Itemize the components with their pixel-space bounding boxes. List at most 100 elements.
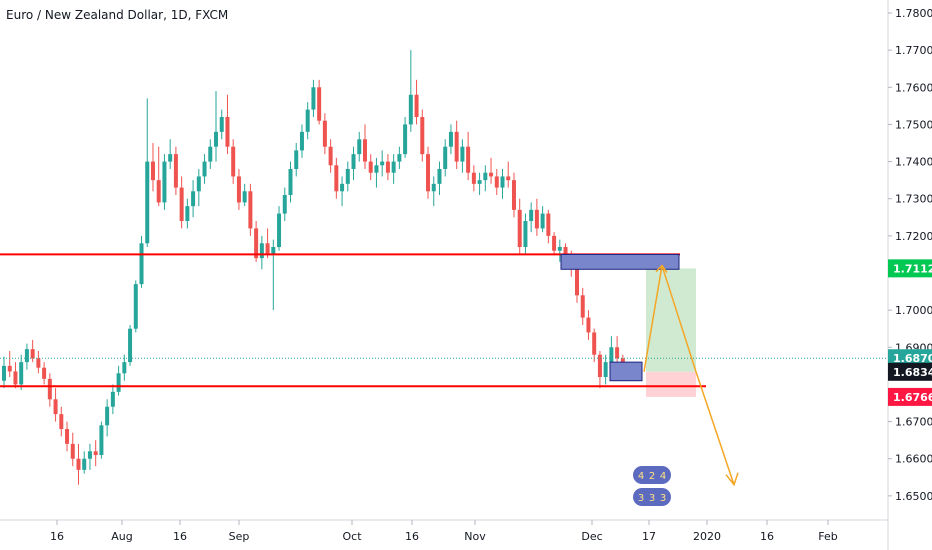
candle-body (202, 161, 207, 177)
candle-body (580, 295, 585, 318)
candle-body (277, 213, 282, 247)
candle-body (2, 365, 6, 381)
price-tick-label: 1.72000 (895, 230, 932, 243)
candle-body (288, 169, 293, 195)
candle-body (471, 172, 476, 184)
price-tick-label: 1.75000 (895, 118, 932, 131)
price-tick-label: 1.70000 (895, 304, 932, 317)
candle-body (150, 161, 155, 181)
time-tick-label: Feb (818, 530, 837, 543)
price-tag-label: 1.68705 (893, 352, 932, 365)
candle-body (443, 146, 448, 169)
candle-body (534, 209, 539, 229)
price-tag-label: 1.68340 (893, 366, 932, 379)
candle-body (82, 458, 87, 470)
time-tick-label: 16 (50, 530, 64, 543)
candle-body (99, 425, 104, 455)
candle-body (414, 94, 419, 117)
price-tick-label: 1.78000 (895, 7, 932, 20)
watermark-digit: 2 (649, 471, 655, 482)
candle-body (374, 165, 379, 173)
candle-body (385, 161, 390, 173)
price-tick-label: 1.74000 (895, 156, 932, 169)
candle-body (557, 247, 562, 251)
long-position-stop-zone (646, 371, 696, 397)
candle-body (110, 391, 115, 407)
candle-body (196, 176, 201, 192)
watermark-badge (633, 466, 671, 484)
candle-body (225, 117, 230, 147)
time-tick-label: 17 (642, 530, 656, 543)
candle-body (242, 191, 247, 203)
candle-body (42, 367, 47, 379)
arrowhead-down (725, 472, 739, 487)
price-tag (888, 259, 932, 278)
demand-zone-box (609, 361, 643, 382)
candle-body (477, 180, 482, 184)
candle-body (466, 146, 471, 173)
candle-body (397, 154, 402, 162)
candle-body (489, 172, 494, 177)
time-tick-label: 16 (405, 530, 419, 543)
time-tick-label: Oct (342, 530, 362, 543)
supply-zone-box (560, 253, 680, 270)
candles-layer (2, 50, 625, 485)
candle-body (380, 161, 385, 166)
time-tick-label: Nov (464, 530, 486, 543)
long-position-profit-zone (646, 268, 696, 372)
candle-body (185, 206, 190, 221)
price-tick-label: 1.73000 (895, 193, 932, 206)
candle-body (53, 399, 58, 415)
candle-body (122, 362, 127, 374)
price-tag (888, 349, 932, 368)
time-axis[interactable]: 16 Aug 16 Sep Oct 16 Nov Dec 17 2020 16 Feb (50, 520, 838, 543)
candle-body (357, 139, 362, 155)
candle-body (305, 109, 310, 132)
candle-body (448, 131, 453, 147)
candle-body (494, 176, 499, 188)
price-tick-label: 1.76000 (895, 81, 932, 94)
candle-body (65, 429, 70, 444)
candle-body (420, 117, 425, 155)
price-tags: 1.71125 1.687051.68340 1.67664 (888, 259, 932, 406)
candle-body (540, 213, 545, 229)
candle-body (254, 228, 259, 259)
price-axis[interactable]: 1.78000 1.77000 1.76000 1.75000 1.74000 1.730… (888, 7, 932, 503)
candle-body (563, 247, 568, 259)
candle-body (36, 358, 41, 368)
candle-body (391, 161, 396, 173)
candle-body (334, 165, 339, 192)
candle-body (128, 328, 133, 363)
watermark-badge (633, 488, 671, 506)
candle-body (248, 191, 253, 229)
projection-arrow-up (643, 265, 663, 372)
plot-background (0, 0, 888, 520)
time-tick-label: Sep (229, 530, 250, 543)
candle-body (93, 451, 98, 455)
candle-body (437, 169, 442, 184)
candle-body (19, 362, 24, 385)
arrowhead-up (655, 264, 668, 274)
watermark-digit: 3 (638, 493, 644, 504)
time-tick-label: 2020 (693, 530, 721, 543)
candle-body (597, 354, 602, 377)
symbol-title[interactable]: Euro / New Zealand Dollar, 1D, FXCM (6, 8, 229, 22)
candle-body (592, 332, 597, 355)
watermark-digit: 3 (649, 493, 655, 504)
candle-body (506, 176, 511, 181)
price-tag-label: 1.71125 (893, 262, 932, 275)
candle-body (133, 284, 138, 329)
candle-body (362, 139, 367, 162)
candle-body (328, 146, 333, 166)
candle-body (168, 154, 173, 162)
candle-body (615, 347, 620, 359)
candle-body (271, 247, 276, 255)
candle-body (282, 195, 287, 214)
candle-body (47, 378, 52, 400)
price-tick-label: 1.67000 (895, 416, 932, 429)
candle-body (173, 154, 178, 188)
price-tick-label: 1.66000 (895, 453, 932, 466)
candle-body (431, 183, 436, 192)
